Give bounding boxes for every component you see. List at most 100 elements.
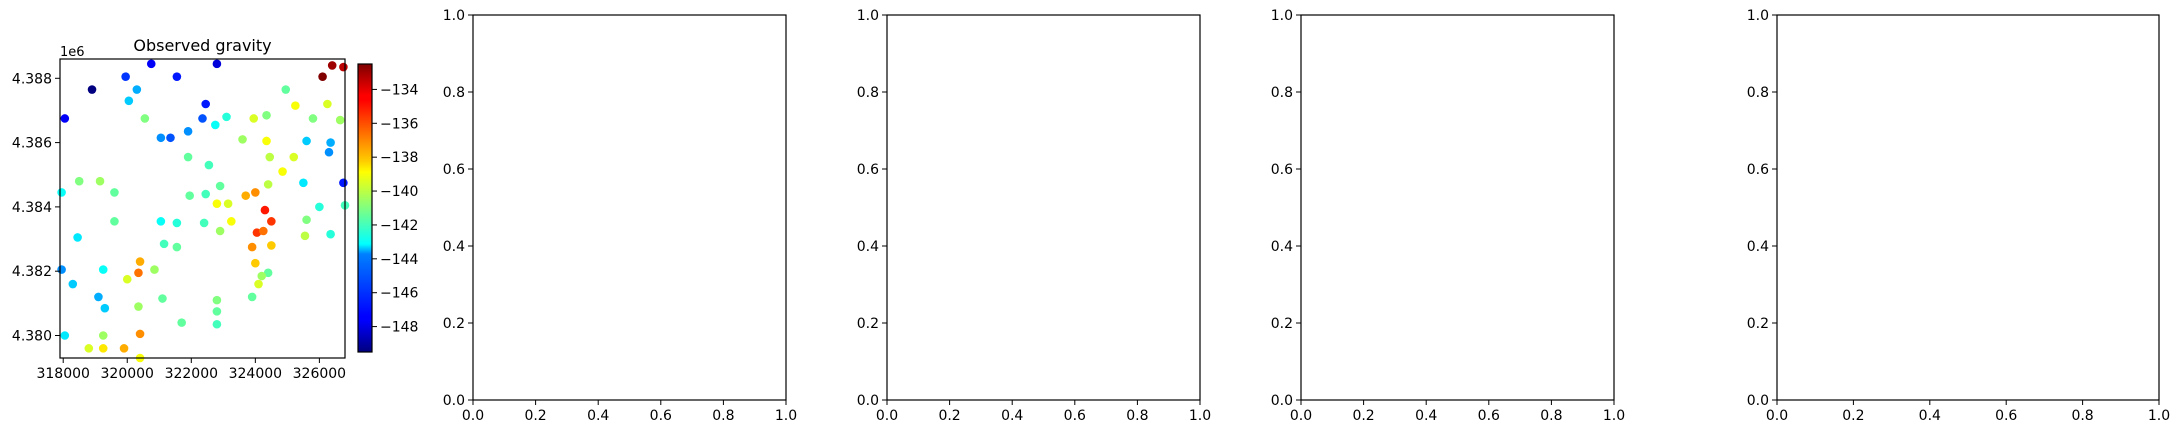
y-tick-label: 0.0 <box>1271 393 1293 409</box>
x-tick-label: 0.0 <box>876 408 898 424</box>
colorbar-tick-label: −148 <box>380 320 418 336</box>
x-tick-label: 0.2 <box>524 408 546 424</box>
data-point <box>302 136 311 146</box>
y-tick-label: 4.380 <box>12 328 52 344</box>
data-point <box>251 258 260 268</box>
y-axis: 0.0 0.2 0.4 0.6 0.8 1.0 <box>443 8 473 409</box>
data-point <box>68 279 78 289</box>
data-point <box>265 152 275 162</box>
data-point <box>183 127 193 136</box>
data-point <box>166 133 175 143</box>
y-tick-label: 0.6 <box>1747 162 1769 178</box>
x-tick-label: 0.6 <box>1064 408 1086 424</box>
y-tick-label: 0.8 <box>443 85 465 101</box>
data-point <box>95 176 105 186</box>
data-point <box>199 218 209 228</box>
data-point <box>122 274 132 284</box>
data-point <box>73 233 82 242</box>
x-axis: 0.0 0.2 0.4 0.6 0.8 1.0 <box>462 400 797 424</box>
data-point <box>177 318 186 327</box>
data-point <box>267 241 276 250</box>
data-point <box>247 292 257 302</box>
data-point <box>60 114 70 123</box>
y-tick-label: 1.0 <box>1271 8 1293 24</box>
data-point <box>172 242 182 252</box>
data-point <box>299 178 308 188</box>
data-point <box>223 199 233 208</box>
y-tick-label: 0.6 <box>857 162 879 178</box>
colorbar-gradient <box>358 64 372 352</box>
data-point <box>215 226 225 236</box>
x-tick-label: 1.0 <box>1189 408 1211 424</box>
data-point <box>318 72 327 81</box>
data-point <box>262 110 271 120</box>
data-point <box>327 61 337 70</box>
data-point <box>87 85 97 94</box>
x-axis: 0.0 0.2 0.4 0.6 0.8 1.0 <box>876 400 1211 424</box>
y-tick-label: 0.4 <box>443 239 465 255</box>
data-point <box>257 271 267 281</box>
x-axis: 0.0 0.2 0.4 0.6 0.8 1.0 <box>1766 400 2170 424</box>
x-tick-label: 0.0 <box>1290 408 1312 424</box>
data-point <box>251 188 260 197</box>
data-point <box>238 135 247 144</box>
plot-frame <box>1300 14 1615 401</box>
y-tick-label: 4.384 <box>12 200 52 216</box>
y-axis: 4.380 4.382 4.384 4.386 4.388 <box>12 71 60 344</box>
data-point <box>212 319 222 329</box>
x-tick-label: 0.6 <box>1478 408 1500 424</box>
scatter-points <box>57 59 350 363</box>
colorbar-tick-label: −140 <box>380 184 418 200</box>
data-point <box>119 344 129 353</box>
data-point <box>134 302 143 311</box>
x-tick-label: 0.2 <box>1842 408 1864 424</box>
colorbar-tick-label: −134 <box>380 82 419 98</box>
data-point <box>185 191 194 200</box>
y-tick-label: 0.2 <box>443 316 465 332</box>
empty-plot-4: 0.0 0.2 0.4 0.6 0.8 1.0 0.0 0.2 0.4 0.6 0.8 1.0 <box>1271 8 1625 424</box>
data-point <box>324 147 334 157</box>
data-point <box>134 268 143 278</box>
plot-frame <box>59 58 346 359</box>
data-point <box>267 217 276 226</box>
data-point <box>339 62 348 72</box>
x-tick-label: 0.4 <box>1415 408 1437 424</box>
data-point <box>146 59 156 69</box>
y-tick-label: 0.8 <box>1747 85 1769 101</box>
data-point <box>281 85 291 94</box>
plot-frame <box>472 14 787 401</box>
data-point <box>74 176 84 186</box>
data-point <box>172 72 182 81</box>
y-tick-label: 0.0 <box>443 393 465 409</box>
data-point <box>158 294 167 303</box>
y-tick-label: 0.2 <box>1747 316 1769 332</box>
data-point <box>212 199 222 208</box>
x-tick-label: 1.0 <box>775 408 797 424</box>
colorbar-tick-label: −136 <box>380 116 419 132</box>
data-point <box>98 265 108 274</box>
data-point <box>100 303 110 313</box>
y-offset-label: 1e6 <box>60 45 85 60</box>
x-tick-label: 0.2 <box>1352 408 1374 424</box>
data-point <box>247 242 257 252</box>
x-tick-label: 0.8 <box>712 408 734 424</box>
data-point <box>262 136 271 146</box>
data-point <box>140 114 150 123</box>
y-tick-label: 1.0 <box>1747 8 1769 24</box>
y-tick-label: 0.4 <box>1271 239 1293 255</box>
y-tick-label: 0.6 <box>443 162 465 178</box>
data-point <box>211 120 220 130</box>
x-tick-label: 0.6 <box>1995 408 2017 424</box>
observed-gravity-plot: Observed gravity 1e6 318000 320000 322000 3… <box>12 36 350 382</box>
data-point <box>98 344 108 353</box>
data-point <box>254 279 263 289</box>
data-point <box>57 265 66 274</box>
data-point <box>326 138 335 147</box>
colorbar-tick-label: −142 <box>380 218 418 234</box>
colorbar-tick-label: −146 <box>380 286 419 302</box>
x-axis: 318000 320000 322000 324000 326000 <box>36 358 346 382</box>
data-point <box>315 202 324 212</box>
data-point <box>302 215 311 225</box>
data-point <box>94 292 103 302</box>
